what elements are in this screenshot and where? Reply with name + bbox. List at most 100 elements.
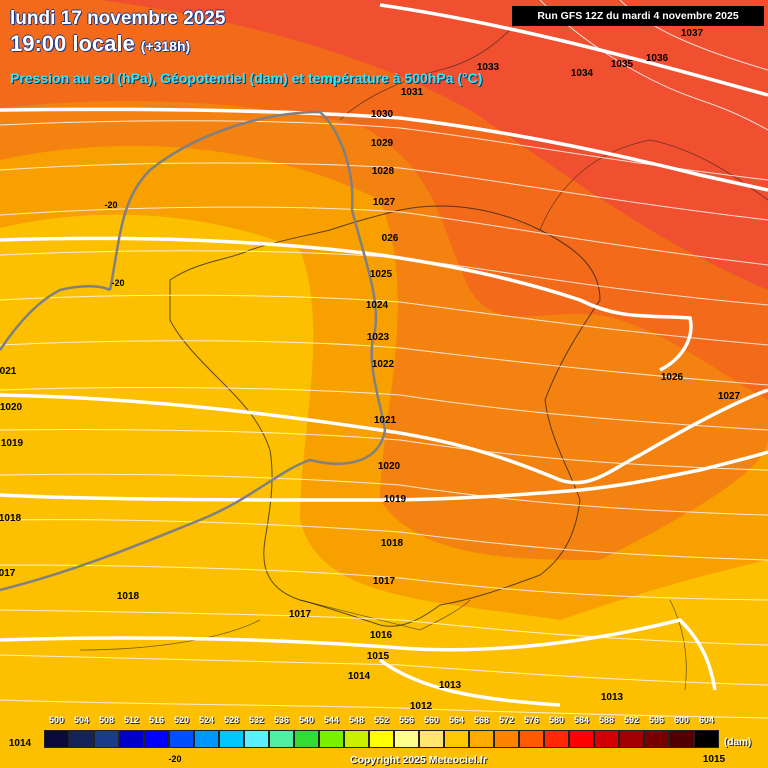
legend-label: 532 <box>248 715 265 725</box>
legend-label: 580 <box>548 715 565 725</box>
isobar-label: 1031 <box>401 87 424 98</box>
france-outline <box>169 205 601 627</box>
legend-swatch <box>94 730 119 748</box>
legend-swatch <box>544 730 569 748</box>
isobar-label: 1014 <box>9 738 32 749</box>
legend-swatch <box>669 730 694 748</box>
legend-label: 524 <box>198 715 215 725</box>
legend-swatch <box>344 730 369 748</box>
germany-border <box>539 139 768 231</box>
isobar-label: 1019 <box>1 438 24 449</box>
legend-label: 516 <box>148 715 165 725</box>
legend-swatch <box>444 730 469 748</box>
legend-swatch <box>619 730 644 748</box>
legend-label: 600 <box>673 715 690 725</box>
isobar-label: 1025 <box>370 269 393 280</box>
isotherm-labels: -20 -20 -20 <box>104 200 181 764</box>
isobar-label: 1029 <box>371 138 394 149</box>
isobar-label: 1017 <box>289 609 312 620</box>
legend-swatch <box>294 730 319 748</box>
isobar-label: 1027 <box>373 197 396 208</box>
legend-label: 536 <box>273 715 290 725</box>
legend-unit: (dam) <box>724 737 752 748</box>
thin-isobars <box>0 0 768 719</box>
legend-label: 596 <box>648 715 665 725</box>
isobar-label: 1036 <box>646 53 669 64</box>
isobar-label: 1020 <box>378 461 401 472</box>
isobar-label: 1027 <box>718 391 741 402</box>
local-time: 19:00 locale <box>10 31 135 56</box>
isotherm-label: -20 <box>168 754 181 764</box>
legend-label: 552 <box>373 715 390 725</box>
isobar-label: 1018 <box>0 513 22 524</box>
isobar-label: 1023 <box>367 332 390 343</box>
legend-label: 540 <box>298 715 315 725</box>
legend-label: 544 <box>323 715 340 725</box>
legend-label: 572 <box>498 715 515 725</box>
zone-red <box>100 0 768 290</box>
north-sea-coast <box>339 19 521 121</box>
legend-label: 584 <box>573 715 590 725</box>
isobar-label: 1021 <box>374 415 397 426</box>
legend-label: 556 <box>398 715 415 725</box>
legend-label: 568 <box>473 715 490 725</box>
legend-swatch <box>494 730 519 748</box>
isobar-label: 1018 <box>117 591 140 602</box>
isobar-label: 1018 <box>381 538 404 549</box>
lead-time: (+318h) <box>140 38 191 54</box>
legend-swatch <box>144 730 169 748</box>
thick-isobars <box>0 3 768 707</box>
isobar-label: 1015 <box>367 651 390 662</box>
legend-swatch <box>694 730 719 748</box>
isotherm-label: -20 <box>111 278 124 288</box>
isobar-label: 1013 <box>439 680 462 691</box>
isobar-label: 1033 <box>477 62 500 73</box>
legend-swatch <box>244 730 269 748</box>
map-subtitle: Pression au sol (hPa), Géopotentiel (dam… <box>10 70 483 86</box>
isobar-label: 026 <box>382 233 399 244</box>
corsica-coast <box>669 599 687 691</box>
legend-label: 588 <box>598 715 615 725</box>
legend-label: 528 <box>223 715 240 725</box>
run-info-badge: Run GFS 12Z du mardi 4 novembre 2025 <box>512 6 764 26</box>
isobar-label: 1014 <box>348 671 371 682</box>
isobar-label: 1019 <box>384 494 407 505</box>
map-date-title: lundi 17 novembre 2025 <box>10 8 226 29</box>
legend-swatch <box>69 730 94 748</box>
isobar-label: 1030 <box>371 109 394 120</box>
legend-swatch <box>319 730 344 748</box>
legend-label: 508 <box>98 715 115 725</box>
legend-swatch <box>644 730 669 748</box>
legend-label: 512 <box>123 715 140 725</box>
isobar-label: 1024 <box>366 300 389 311</box>
legend-swatch <box>594 730 619 748</box>
isotherm-label: -20 <box>104 200 117 210</box>
isobar-label: 1015 <box>703 754 726 765</box>
legend-swatch <box>469 730 494 748</box>
legend-swatch <box>44 730 69 748</box>
legend-swatch <box>194 730 219 748</box>
isobar-label: 021 <box>0 366 17 377</box>
isobar-label: 1020 <box>0 402 23 413</box>
legend-swatch <box>219 730 244 748</box>
legend-swatch <box>419 730 444 748</box>
legend-label: 504 <box>73 715 90 725</box>
legend-label: 592 <box>623 715 640 725</box>
isobar-label: 1026 <box>661 372 684 383</box>
legend-label: 604 <box>698 715 715 725</box>
isobar-label: 1034 <box>571 68 594 79</box>
legend-label: 576 <box>523 715 540 725</box>
legend-label: 560 <box>423 715 440 725</box>
legend-swatch <box>269 730 294 748</box>
color-legend: 500 504 508 512 516 520 524 528 532 536 540 544 548 5… <box>0 712 768 768</box>
isobar-label: 1037 <box>681 28 704 39</box>
isobar-labels: 1037 1036 1035 1034 1033 1031 1030 1029 … <box>0 28 741 765</box>
legend-label: 548 <box>348 715 365 725</box>
legend-swatch <box>119 730 144 748</box>
isobar-label: 1013 <box>601 692 624 703</box>
legend-swatch <box>519 730 544 748</box>
isobar-label: 1022 <box>372 359 395 370</box>
pyrenees-border <box>79 599 471 651</box>
legend-swatch <box>369 730 394 748</box>
